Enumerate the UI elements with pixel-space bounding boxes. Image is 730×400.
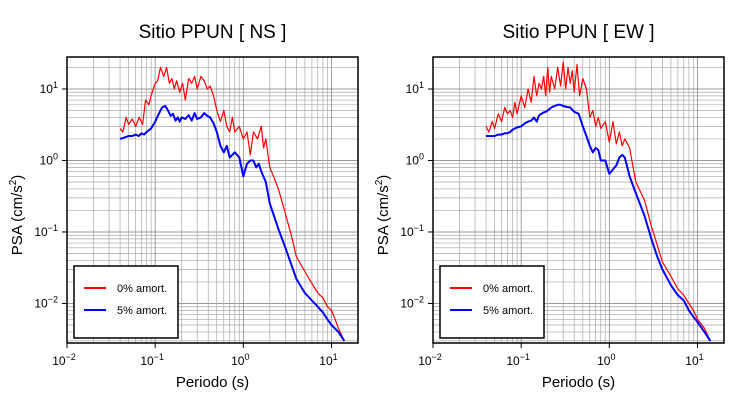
x-tick-exponent: −1 — [154, 352, 164, 362]
y-tick-base: 10 — [406, 153, 420, 167]
x-tick-exponent: 1 — [699, 352, 704, 362]
y-axis-label: PSA (cm/s2) — [8, 175, 26, 256]
legend-label: 5% amort. — [483, 305, 533, 317]
x-tick-exponent: 0 — [610, 352, 615, 362]
legend: 0% amort. 5% amort. — [439, 265, 545, 339]
y-tick-exponent: 0 — [53, 151, 58, 161]
chart-title: Sitio PPUN [ EW ] — [502, 22, 654, 43]
legend-label: 0% amort. — [483, 283, 533, 295]
x-tick-base: 10 — [52, 354, 66, 368]
x-tick-base: 10 — [685, 354, 699, 368]
y-axis-label-superscript: 2 — [8, 179, 19, 185]
y-axis-label-close: ) — [9, 175, 26, 180]
y-tick-label: 100 — [406, 151, 424, 167]
y-tick-exponent: −2 — [414, 294, 424, 304]
x-tick-base: 10 — [597, 354, 611, 368]
y-tick-label: 101 — [406, 80, 424, 96]
x-tick-exponent: 0 — [244, 352, 249, 362]
x-tick-label: 100 — [231, 352, 249, 368]
x-tick-base: 10 — [506, 354, 520, 368]
x-axis-label: Periodo (s) — [176, 374, 249, 391]
series-line-blue — [486, 103, 712, 342]
chart-title: Sitio PPUN [ NS ] — [139, 22, 287, 43]
x-tick-base: 10 — [140, 354, 154, 368]
x-tick-label: 100 — [597, 352, 615, 368]
x-tick-label: 10−1 — [506, 352, 530, 368]
x-tick-label: 101 — [685, 352, 703, 368]
x-tick-exponent: −2 — [432, 352, 442, 362]
y-tick-base: 10 — [40, 153, 54, 167]
y-tick-base: 10 — [40, 82, 54, 96]
x-tick-exponent: −1 — [520, 352, 530, 362]
y-axis-label-superscript: 2 — [374, 179, 385, 185]
x-tick-label: 10−1 — [140, 352, 164, 368]
y-tick-label: 101 — [40, 80, 58, 96]
y-tick-exponent: 1 — [419, 80, 424, 90]
x-tick-base: 10 — [231, 354, 245, 368]
x-axis-label: Periodo (s) — [542, 374, 615, 391]
y-tick-exponent: 1 — [53, 80, 58, 90]
plot-frame — [66, 56, 359, 344]
y-tick-base: 10 — [400, 225, 414, 239]
y-tick-base: 10 — [34, 225, 48, 239]
y-axis-label: PSA (cm/s2) — [374, 175, 392, 256]
x-tick-exponent: 1 — [333, 352, 338, 362]
y-axis-label-close: ) — [375, 175, 392, 180]
legend-box — [73, 265, 179, 339]
series-line-red — [485, 61, 711, 342]
y-tick-label: 10−1 — [34, 223, 58, 239]
legend-box — [439, 265, 545, 339]
x-tick-label: 10−2 — [418, 352, 442, 368]
y-tick-base: 10 — [400, 296, 414, 310]
series-line-red — [119, 66, 345, 342]
y-axis-label-base: PSA (cm/s — [9, 185, 26, 255]
y-tick-exponent: −1 — [414, 223, 424, 233]
x-tick-exponent: −2 — [66, 352, 76, 362]
legend-label: 5% amort. — [117, 305, 167, 317]
y-axis-label-base: PSA (cm/s — [375, 185, 392, 255]
plot-frame — [432, 56, 725, 344]
x-tick-label: 101 — [319, 352, 337, 368]
x-tick-base: 10 — [418, 354, 432, 368]
y-tick-label: 10−2 — [34, 294, 58, 310]
y-tick-base: 10 — [34, 296, 48, 310]
y-tick-exponent: −1 — [48, 223, 58, 233]
y-tick-exponent: 0 — [419, 151, 424, 161]
series-line-blue — [119, 104, 346, 342]
y-tick-exponent: −2 — [48, 294, 58, 304]
y-tick-base: 10 — [406, 82, 420, 96]
legend-label: 0% amort. — [117, 283, 167, 295]
x-tick-label: 10−2 — [52, 352, 76, 368]
y-tick-label: 10−2 — [400, 294, 424, 310]
legend: 0% amort. 5% amort. — [73, 265, 179, 339]
y-tick-label: 100 — [40, 151, 58, 167]
y-tick-label: 10−1 — [400, 223, 424, 239]
x-tick-base: 10 — [319, 354, 333, 368]
